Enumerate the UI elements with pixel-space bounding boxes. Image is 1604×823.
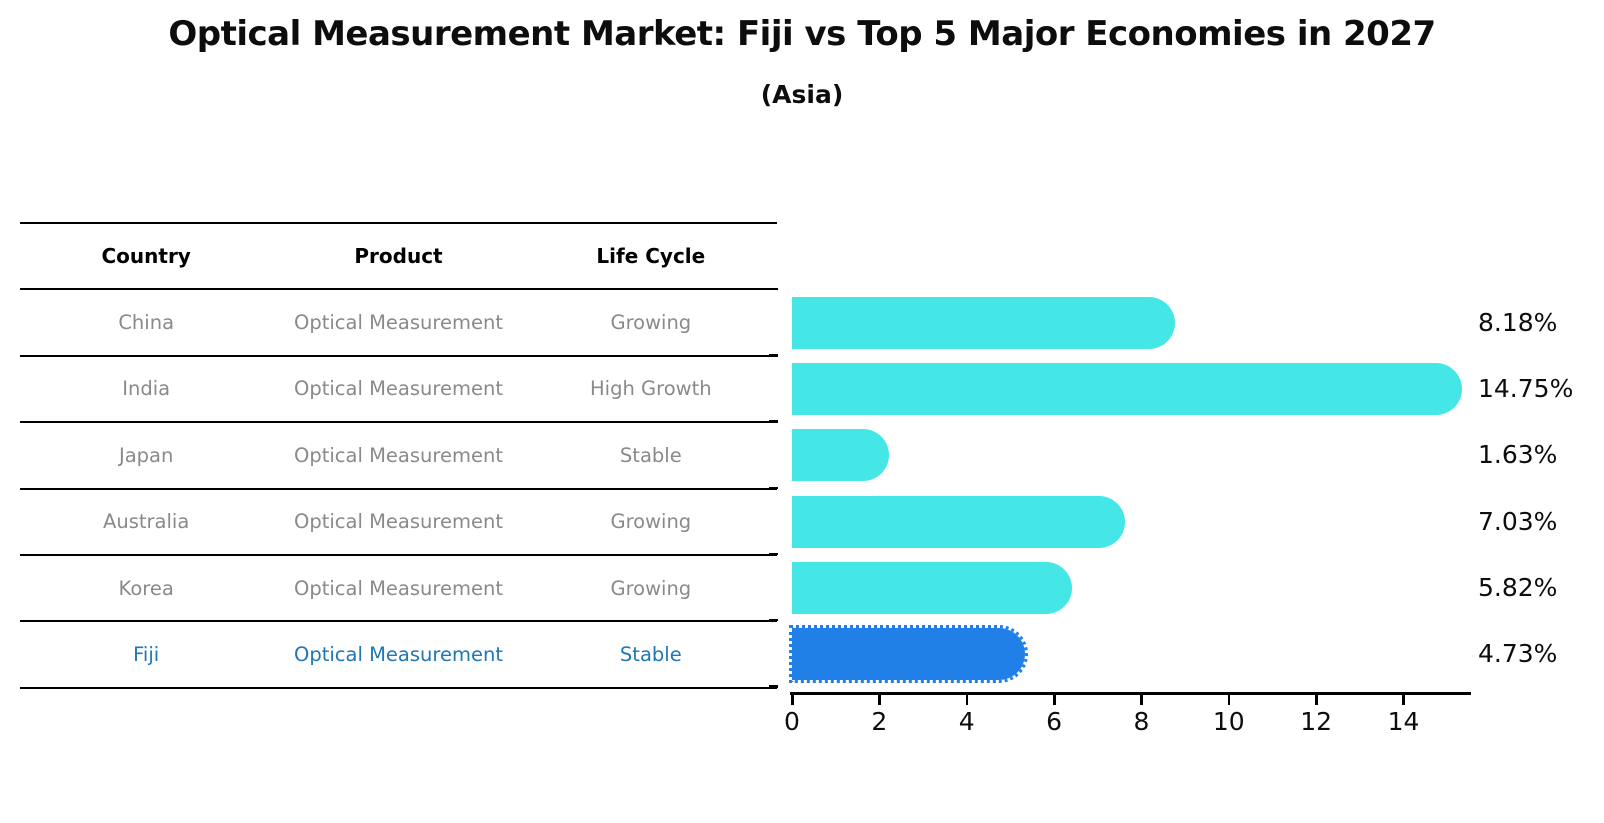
table-cell-country: Fiji	[133, 643, 160, 667]
table-cell-country: Australia	[103, 510, 190, 534]
x-axis-tick-label: 2	[871, 707, 888, 736]
table-cell-life-cycle: Growing	[610, 576, 692, 600]
table-cell-life-cycle: Growing	[610, 510, 692, 534]
bar-korea	[792, 561, 1073, 614]
bar-china	[792, 297, 1176, 349]
x-axis-tick-label: 10	[1212, 707, 1245, 736]
table-cell-product: Optical Measurement	[294, 377, 503, 401]
chart-title: Optical Measurement Market: Fiji vs Top …	[168, 14, 1436, 54]
bar-japan	[792, 429, 890, 482]
value-label: 14.75%	[1478, 374, 1574, 404]
table-row: India Optical Measurement High Growth	[20, 357, 777, 424]
table-cell-product: Optical Measurement	[294, 643, 503, 667]
bar-india	[792, 363, 1463, 416]
country-table: Country Product Life Cycle China Optical …	[20, 222, 777, 689]
y-axis-tick	[769, 420, 778, 423]
value-label: 1.63%	[1478, 440, 1558, 470]
bar-highlight-fiji	[789, 625, 1028, 683]
table-cell-country: China	[118, 311, 175, 335]
table-row: Australia Optical Measurement Growing	[20, 490, 777, 556]
value-label: 8.18%	[1478, 308, 1558, 337]
x-axis-line	[790, 692, 1471, 695]
table-row: Japan Optical Measurement Stable	[20, 423, 777, 490]
column-header-country: Country	[101, 244, 191, 269]
y-axis-tick	[769, 288, 778, 291]
value-label: 5.82%	[1478, 572, 1558, 602]
table-cell-product: Optical Measurement	[294, 510, 503, 534]
y-axis-tick	[769, 354, 778, 357]
value-label: 4.73%	[1478, 639, 1558, 668]
column-header-product: Product	[354, 244, 443, 269]
table-row: China Optical Measurement Growing	[20, 290, 777, 357]
y-axis-tick	[769, 685, 778, 688]
table-cell-country: Japan	[118, 443, 174, 467]
x-axis-tick-label: 8	[1133, 707, 1150, 736]
x-axis-tick	[965, 695, 969, 705]
y-axis-tick	[769, 552, 778, 556]
table-cell-life-cycle: Stable	[619, 443, 682, 467]
x-axis-tick	[1227, 695, 1231, 705]
x-axis-tick	[878, 695, 881, 705]
value-label: 7.03%	[1478, 506, 1558, 536]
table-cell-life-cycle: High Growth	[590, 377, 712, 401]
chart-subtitle: (Asia)	[760, 80, 844, 109]
y-axis-tick	[769, 619, 778, 622]
x-axis-tick-label: 0	[784, 707, 800, 736]
x-axis-tick-label: 6	[1046, 707, 1063, 736]
table-cell-life-cycle: Growing	[610, 311, 692, 335]
bar-australia	[792, 495, 1126, 548]
table-body: China Optical Measurement Growing India Opti…	[20, 290, 777, 689]
x-axis-tick	[1315, 695, 1318, 705]
table-cell-product: Optical Measurement	[294, 311, 503, 335]
table-cell-country: India	[122, 377, 171, 401]
column-header-life-cycle: Life Cycle	[596, 244, 706, 269]
table-row: Fiji Optical Measurement Stable	[20, 622, 777, 689]
x-axis-tick-label: 12	[1300, 707, 1333, 736]
x-axis-tick-label: 14	[1387, 707, 1420, 736]
table-cell-country: Korea	[118, 576, 174, 600]
x-axis-tick	[1402, 695, 1405, 705]
table-header-row: Country Product Life Cycle	[20, 222, 777, 291]
x-axis-tick-label: 4	[958, 707, 975, 736]
table-row: Korea Optical Measurement Growing	[20, 556, 777, 623]
x-axis-tick	[1053, 695, 1056, 705]
table-cell-product: Optical Measurement	[294, 443, 503, 467]
y-axis-tick	[769, 486, 778, 489]
table-cell-life-cycle: Stable	[619, 643, 682, 667]
table-cell-product: Optical Measurement	[294, 576, 503, 600]
x-axis-tick	[791, 695, 794, 705]
x-axis-tick	[1140, 695, 1143, 705]
